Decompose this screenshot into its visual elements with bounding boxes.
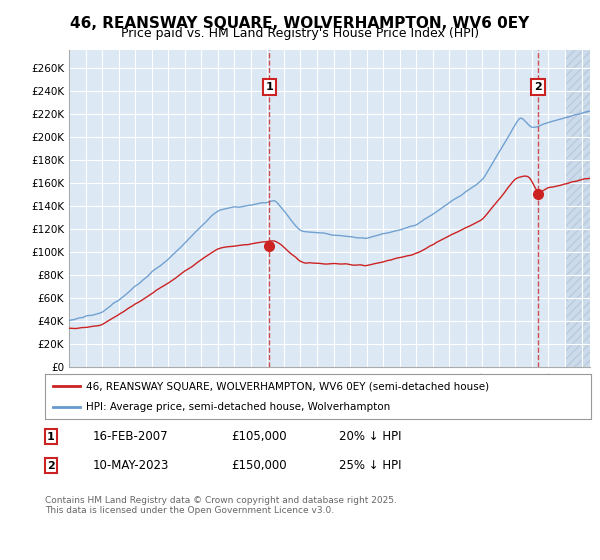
Text: 46, REANSWAY SQUARE, WOLVERHAMPTON, WV6 0EY (semi-detached house): 46, REANSWAY SQUARE, WOLVERHAMPTON, WV6 …	[86, 381, 489, 391]
Text: 16-FEB-2007: 16-FEB-2007	[93, 430, 169, 444]
Text: 1: 1	[266, 82, 273, 92]
Text: Price paid vs. HM Land Registry's House Price Index (HPI): Price paid vs. HM Land Registry's House …	[121, 27, 479, 40]
Text: £150,000: £150,000	[231, 459, 287, 473]
Text: 1: 1	[47, 432, 55, 442]
Text: 25% ↓ HPI: 25% ↓ HPI	[339, 459, 401, 473]
Text: 10-MAY-2023: 10-MAY-2023	[93, 459, 169, 473]
Text: 2: 2	[47, 461, 55, 471]
Text: 20% ↓ HPI: 20% ↓ HPI	[339, 430, 401, 444]
Bar	[565, 50, 590, 367]
Text: HPI: Average price, semi-detached house, Wolverhampton: HPI: Average price, semi-detached house,…	[86, 402, 390, 412]
Text: £105,000: £105,000	[231, 430, 287, 444]
Text: 46, REANSWAY SQUARE, WOLVERHAMPTON, WV6 0EY: 46, REANSWAY SQUARE, WOLVERHAMPTON, WV6 …	[70, 16, 530, 31]
Text: Contains HM Land Registry data © Crown copyright and database right 2025.
This d: Contains HM Land Registry data © Crown c…	[45, 496, 397, 515]
Text: 2: 2	[534, 82, 542, 92]
